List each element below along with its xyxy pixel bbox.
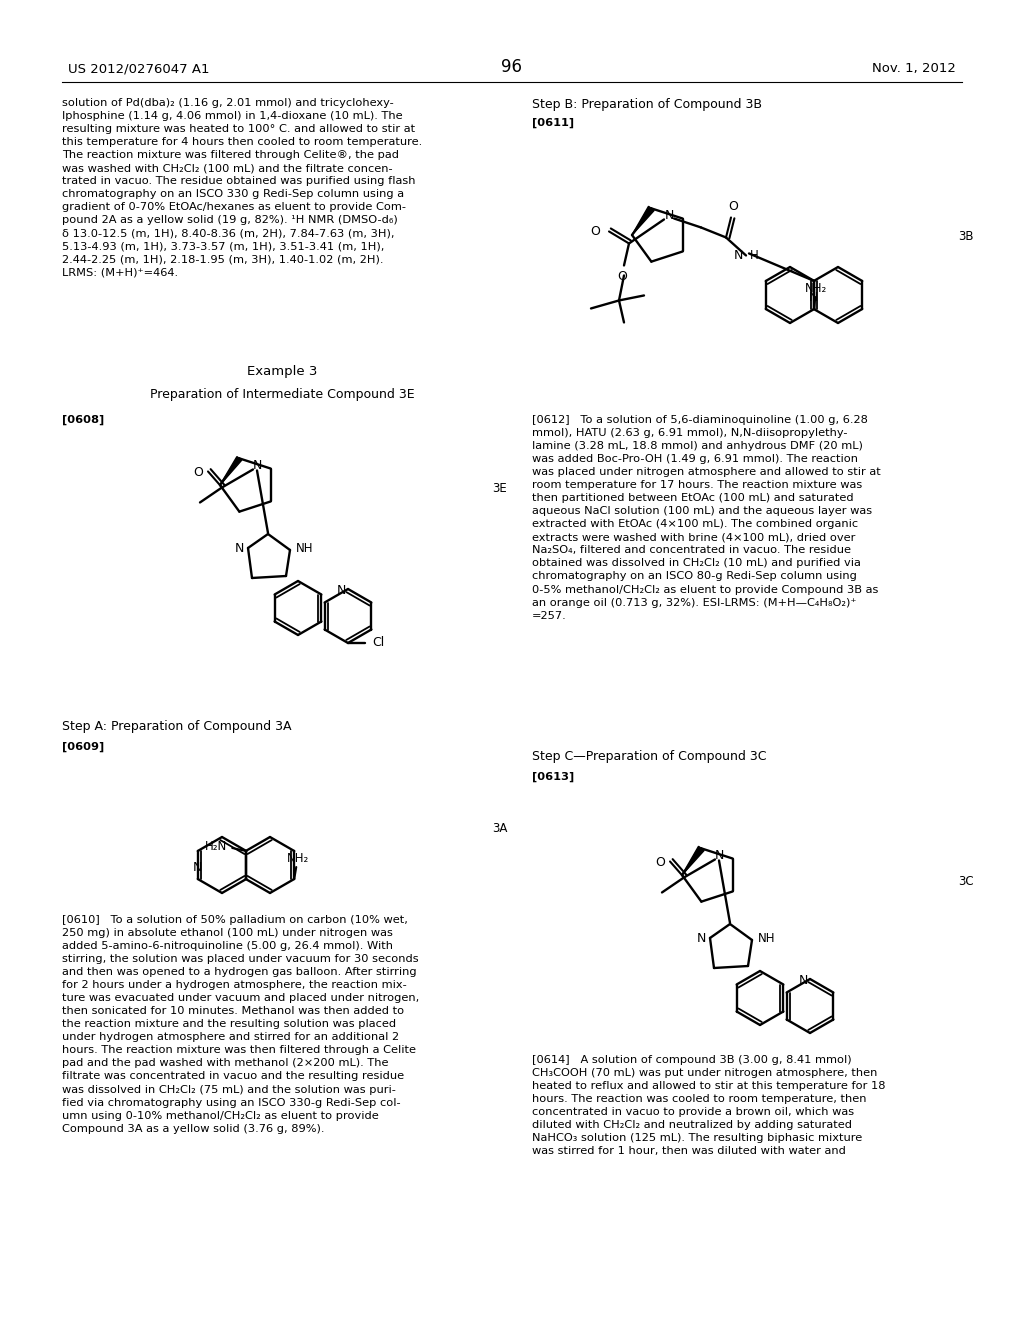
Text: NH: NH — [296, 541, 313, 554]
Text: 96: 96 — [502, 58, 522, 77]
Text: [0611]: [0611] — [532, 117, 574, 128]
Text: N: N — [337, 585, 346, 598]
Text: O: O — [617, 271, 627, 284]
Text: O: O — [194, 466, 203, 479]
Text: NH: NH — [758, 932, 775, 945]
Text: [0610]   To a solution of 50% palladium on carbon (10% wet,
250 mg) in absolute : [0610] To a solution of 50% palladium on… — [62, 915, 419, 1134]
Text: H₂N: H₂N — [205, 840, 227, 853]
Text: Step A: Preparation of Compound 3A: Step A: Preparation of Compound 3A — [62, 719, 292, 733]
Text: N: N — [665, 209, 674, 222]
Text: 3C: 3C — [958, 875, 974, 888]
Text: N: N — [799, 974, 808, 987]
Text: 3B: 3B — [958, 230, 974, 243]
Text: N: N — [715, 849, 724, 862]
Text: Example 3: Example 3 — [247, 366, 317, 378]
Text: [0609]: [0609] — [62, 742, 104, 752]
Text: Cl: Cl — [372, 636, 384, 649]
Text: NH₂: NH₂ — [287, 851, 309, 865]
Polygon shape — [220, 457, 242, 484]
Text: N: N — [234, 541, 244, 554]
Text: [0612]   To a solution of 5,6-diaminoquinoline (1.00 g, 6.28
mmol), HATU (2.63 g: [0612] To a solution of 5,6-diaminoquino… — [532, 414, 881, 620]
Text: 3E: 3E — [492, 482, 507, 495]
Polygon shape — [682, 846, 705, 875]
Text: NH₂: NH₂ — [805, 282, 827, 294]
Text: N: N — [733, 249, 743, 261]
Text: Nov. 1, 2012: Nov. 1, 2012 — [872, 62, 956, 75]
Text: N: N — [194, 861, 203, 874]
Text: O: O — [655, 855, 665, 869]
Text: H: H — [750, 249, 759, 261]
Text: [0614]   A solution of compound 3B (3.00 g, 8.41 mmol)
CH₃COOH (70 mL) was put u: [0614] A solution of compound 3B (3.00 g… — [532, 1055, 886, 1156]
Text: US 2012/0276047 A1: US 2012/0276047 A1 — [68, 62, 210, 75]
Text: N: N — [696, 932, 706, 945]
Text: solution of Pd(dba)₂ (1.16 g, 2.01 mmol) and tricyclohexy-
lphosphine (1.14 g, 4: solution of Pd(dba)₂ (1.16 g, 2.01 mmol)… — [62, 98, 422, 277]
Text: O: O — [590, 224, 600, 238]
Text: O: O — [728, 201, 738, 214]
Text: N: N — [252, 459, 262, 473]
Polygon shape — [632, 206, 654, 235]
Text: [0613]: [0613] — [532, 772, 574, 783]
Text: [0608]: [0608] — [62, 414, 104, 425]
Text: 3A: 3A — [492, 822, 507, 836]
Text: Step B: Preparation of Compound 3B: Step B: Preparation of Compound 3B — [532, 98, 762, 111]
Text: N: N — [809, 290, 818, 304]
Text: Step C—Preparation of Compound 3C: Step C—Preparation of Compound 3C — [532, 750, 767, 763]
Text: Preparation of Intermediate Compound 3E: Preparation of Intermediate Compound 3E — [150, 388, 415, 401]
